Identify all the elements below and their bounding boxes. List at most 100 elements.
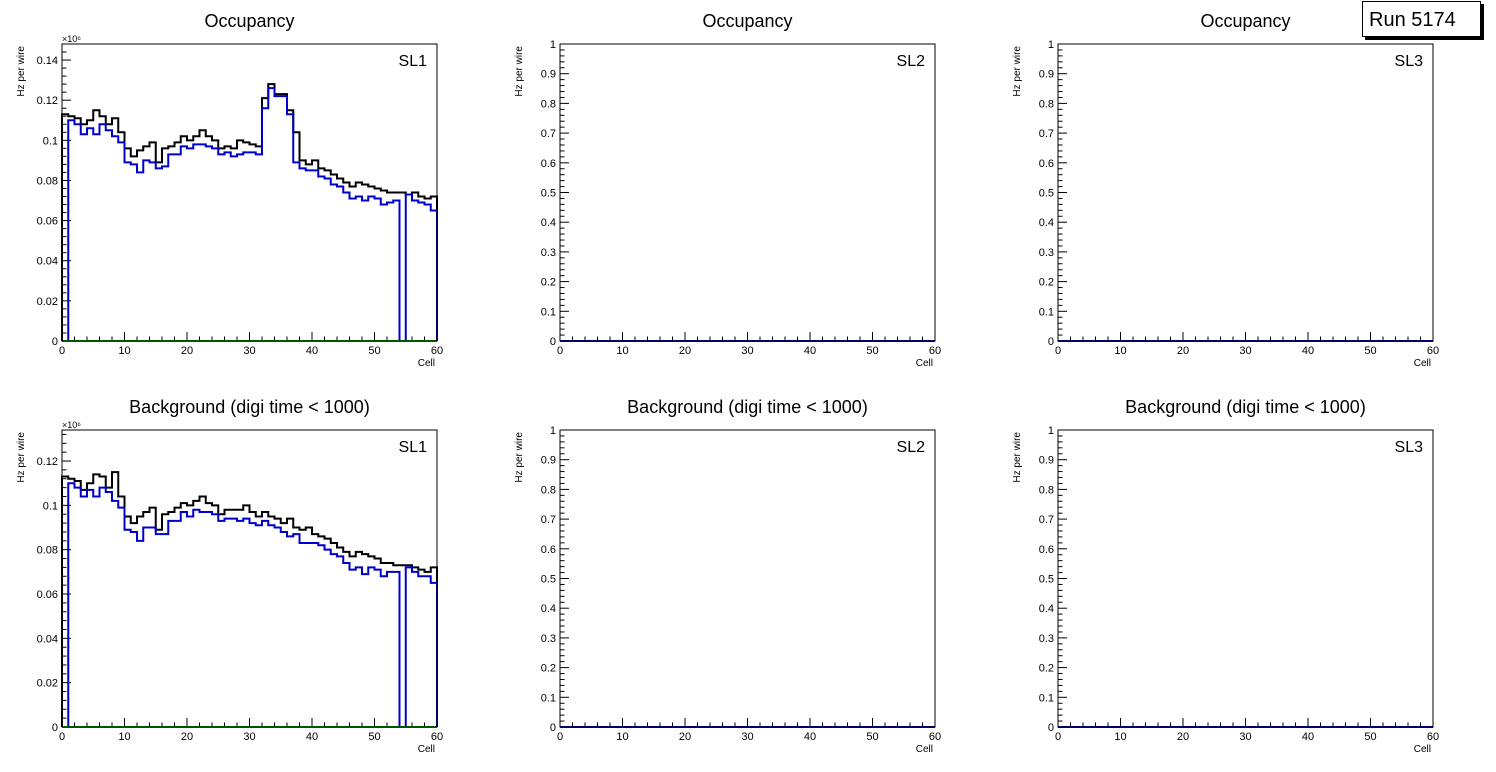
x-tick-label: 50	[368, 731, 380, 743]
y-tick-label: 0.3	[1039, 247, 1054, 259]
y-tick-label: 0	[1048, 722, 1054, 734]
x-tick-label: 60	[431, 345, 443, 357]
y-axis-label: Hz per wire	[16, 432, 27, 483]
y-tick-label: 0.04	[37, 633, 58, 645]
x-axis-label: Cell	[418, 358, 435, 369]
plot-frame	[559, 43, 936, 342]
y-tick-label: 0.1	[1039, 692, 1054, 704]
y-axis-label: Hz per wire	[16, 46, 27, 97]
y-tick-label: 1	[550, 425, 556, 437]
y-tick-label: 0.4	[541, 603, 556, 615]
y-axis-label: Hz per wire	[1012, 46, 1023, 97]
y-tick-label: 0.12	[37, 456, 58, 468]
x-tick-label: 20	[679, 345, 691, 357]
superlayer-label: SL3	[1395, 439, 1424, 456]
x-tick-label: 20	[181, 731, 193, 743]
x-tick-label: 20	[679, 731, 691, 743]
x-tick-label: 40	[1302, 731, 1314, 743]
x-tick-label: 40	[804, 731, 816, 743]
y-tick-label: 0.2	[1039, 663, 1054, 675]
y-tick-label: 0.6	[541, 158, 556, 170]
x-tick-label: 60	[929, 731, 941, 743]
x-tick-label: 20	[1177, 345, 1189, 357]
y-tick-label: 1	[1048, 39, 1054, 51]
x-tick-label: 60	[1427, 731, 1439, 743]
y-tick-label: 0.9	[1039, 69, 1054, 81]
y-tick-label: 1	[1048, 425, 1054, 437]
x-tick-label: 50	[1364, 731, 1376, 743]
y-axis-label: Hz per wire	[514, 46, 525, 97]
chart-panel-5: Background (digi time < 1000) SL2 Cell Hz p…	[514, 397, 941, 755]
y-tick-label: 0.9	[541, 455, 556, 467]
y-tick-label: 0.12	[37, 95, 58, 107]
y-tick-label: 0	[550, 336, 556, 348]
x-tick-label: 10	[118, 345, 130, 357]
y-tick-label: 0.8	[541, 98, 556, 110]
x-tick-label: 0	[1055, 731, 1061, 743]
y-tick-label: 1	[550, 39, 556, 51]
y-tick-label: 0.6	[1039, 544, 1054, 556]
y-tick-label: 0.5	[1039, 188, 1054, 200]
superlayer-label: SL1	[399, 53, 428, 70]
x-axis-label: Cell	[418, 744, 435, 755]
x-tick-label: 40	[306, 345, 318, 357]
superlayer-label: SL3	[1395, 53, 1424, 70]
x-tick-label: 0	[557, 345, 563, 357]
y-tick-label: 0.06	[37, 216, 58, 228]
y-tick-label: 0.2	[541, 663, 556, 675]
y-tick-label: 0.9	[541, 69, 556, 81]
chart-title: Background (digi time < 1000)	[1125, 397, 1366, 417]
y-tick-label: 0.8	[541, 484, 556, 496]
y-tick-label: 0.8	[1039, 98, 1054, 110]
x-tick-label: 60	[929, 345, 941, 357]
x-tick-label: 30	[741, 345, 753, 357]
chart-panel-4: Background (digi time < 1000) SL1 Cell Hz p…	[16, 397, 443, 755]
y-tick-label: 0.9	[1039, 455, 1054, 467]
plot-frame	[61, 43, 438, 342]
x-axis-label: Cell	[916, 358, 933, 369]
y-tick-label: 0.1	[541, 692, 556, 704]
x-tick-label: 40	[1302, 345, 1314, 357]
y-tick-label: 0.7	[1039, 514, 1054, 526]
x-axis-label: Cell	[916, 744, 933, 755]
chart-panel-1: Occupancy SL1 Cell Hz per wire ×10⁶ 0 10 20 30 40…	[16, 11, 443, 369]
y-tick-label: 0	[1048, 336, 1054, 348]
y-tick-label: 0.2	[541, 277, 556, 289]
x-tick-label: 0	[59, 731, 65, 743]
superlayer-label: SL1	[399, 439, 428, 456]
y-tick-label: 0.4	[1039, 603, 1054, 615]
y-tick-label: 0.5	[1039, 574, 1054, 586]
x-tick-label: 20	[181, 345, 193, 357]
plot-frame	[1057, 429, 1434, 728]
y-tick-label: 0	[52, 336, 58, 348]
y-tick-label: 0.1	[541, 306, 556, 318]
y-tick-label: 0.3	[541, 247, 556, 259]
y-tick-label: 0.08	[37, 175, 58, 187]
y-tick-label: 0	[550, 722, 556, 734]
x-tick-label: 10	[616, 345, 628, 357]
x-tick-label: 50	[1364, 345, 1376, 357]
x-axis-label: Cell	[1414, 744, 1431, 755]
y-tick-label: 0.7	[1039, 128, 1054, 140]
y-tick-label: 0.7	[541, 128, 556, 140]
superlayer-label: SL2	[897, 53, 926, 70]
y-tick-label: 0.6	[1039, 158, 1054, 170]
x-tick-label: 60	[1427, 345, 1439, 357]
series-background-line	[62, 482, 438, 728]
y-tick-label: 0.02	[37, 678, 58, 690]
y-axis-label: Hz per wire	[1012, 432, 1023, 483]
y-tick-label: 0.6	[541, 544, 556, 556]
y-axis-label: Hz per wire	[514, 432, 525, 483]
y-tick-label: 0.5	[541, 188, 556, 200]
y-tick-label: 0.3	[541, 633, 556, 645]
chart-title: Background (digi time < 1000)	[129, 397, 370, 417]
x-tick-label: 40	[804, 345, 816, 357]
chart-title: Background (digi time < 1000)	[627, 397, 868, 417]
y-tick-label: 0.4	[1039, 217, 1054, 229]
run-label-box: Run 5174	[1362, 1, 1481, 37]
x-tick-label: 10	[1114, 345, 1126, 357]
chart-title: Occupancy	[204, 11, 294, 31]
chart-panel-6: Background (digi time < 1000) SL3 Cell Hz p…	[1012, 397, 1439, 755]
